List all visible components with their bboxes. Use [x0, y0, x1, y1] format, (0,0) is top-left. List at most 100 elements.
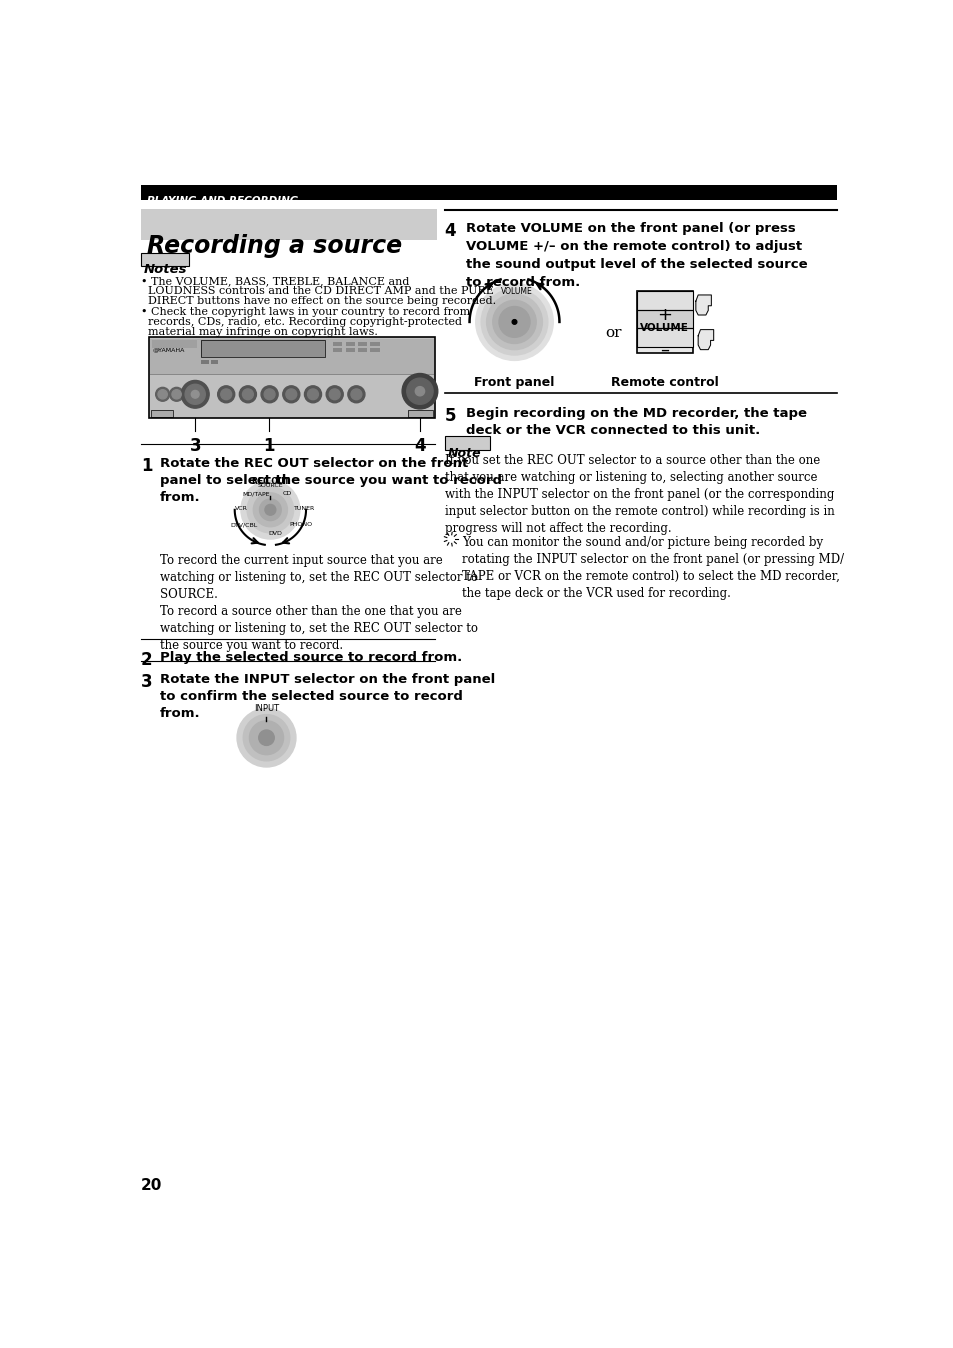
- Circle shape: [264, 390, 274, 400]
- Circle shape: [217, 386, 234, 403]
- Bar: [637, 328, 692, 346]
- Text: DIRECT buttons have no effect on the source being recorded.: DIRECT buttons have no effect on the sou…: [141, 295, 496, 306]
- Bar: [333, 342, 342, 346]
- Text: material may infringe on copyright laws.: material may infringe on copyright laws.: [141, 326, 377, 337]
- Bar: [357, 342, 367, 346]
- Text: Notes: Notes: [144, 263, 188, 276]
- Circle shape: [512, 319, 517, 325]
- Text: DTV/CBL: DTV/CBL: [230, 522, 257, 527]
- Circle shape: [259, 499, 281, 520]
- Circle shape: [170, 387, 183, 402]
- Bar: [150, 373, 434, 375]
- Text: CD: CD: [282, 491, 292, 496]
- Circle shape: [304, 386, 321, 403]
- Text: +: +: [657, 306, 672, 324]
- Text: • The VOLUME, BASS, TREBLE, BALANCE and: • The VOLUME, BASS, TREBLE, BALANCE and: [141, 276, 409, 286]
- Text: PLAYING AND RECORDING: PLAYING AND RECORDING: [147, 195, 298, 206]
- Text: LOUDNESS controls and the CD DIRECT AMP and the PURE: LOUDNESS controls and the CD DIRECT AMP …: [141, 286, 494, 295]
- Circle shape: [406, 379, 433, 404]
- Circle shape: [155, 387, 170, 402]
- Text: Recording a source: Recording a source: [147, 235, 402, 257]
- Text: VCR: VCR: [234, 506, 248, 511]
- Bar: [637, 328, 692, 346]
- Bar: [345, 342, 355, 346]
- Circle shape: [326, 386, 343, 403]
- Circle shape: [348, 386, 365, 403]
- Circle shape: [220, 390, 232, 400]
- Bar: [637, 291, 692, 353]
- Circle shape: [247, 487, 294, 532]
- Circle shape: [253, 493, 287, 527]
- Circle shape: [282, 386, 299, 403]
- Circle shape: [265, 504, 275, 515]
- Circle shape: [498, 306, 530, 337]
- Bar: [444, 435, 489, 450]
- Circle shape: [261, 386, 278, 403]
- Circle shape: [307, 390, 318, 400]
- Circle shape: [480, 288, 547, 355]
- Bar: [149, 337, 435, 418]
- Bar: [152, 341, 196, 348]
- Text: INPUT: INPUT: [253, 704, 279, 713]
- Text: Rotate the REC OUT selector on the front
panel to select the source you want to : Rotate the REC OUT selector on the front…: [159, 457, 501, 504]
- Circle shape: [158, 390, 167, 399]
- Circle shape: [172, 390, 181, 399]
- Bar: [141, 209, 436, 240]
- Circle shape: [236, 709, 295, 767]
- Text: 1: 1: [263, 437, 274, 454]
- Circle shape: [249, 721, 283, 755]
- Circle shape: [286, 390, 296, 400]
- Text: records, CDs, radio, etc. Recording copyright-protected: records, CDs, radio, etc. Recording copy…: [141, 317, 461, 326]
- Bar: [151, 411, 172, 418]
- Circle shape: [241, 480, 299, 539]
- Bar: [408, 411, 433, 418]
- Text: To record the current input source that you are
watching or listening to, set th: To record the current input source that …: [159, 554, 477, 652]
- Bar: [141, 185, 836, 201]
- Circle shape: [476, 283, 553, 360]
- Text: 4: 4: [414, 437, 425, 454]
- Bar: [637, 291, 692, 310]
- Text: Begin recording on the MD recorder, the tape
deck or the VCR connected to this u: Begin recording on the MD recorder, the …: [466, 407, 806, 437]
- Circle shape: [243, 714, 290, 760]
- Text: Rotate the INPUT selector on the front panel
to confirm the selected source to r: Rotate the INPUT selector on the front p…: [159, 673, 495, 720]
- Text: 4: 4: [444, 222, 456, 240]
- Text: VOLUME: VOLUME: [639, 322, 689, 333]
- Bar: [637, 291, 692, 353]
- Text: –: –: [659, 341, 669, 359]
- Text: Front panel: Front panel: [474, 376, 554, 388]
- Text: 5: 5: [444, 407, 456, 425]
- Bar: [201, 341, 325, 357]
- Bar: [408, 411, 433, 418]
- Bar: [149, 337, 435, 418]
- Bar: [201, 360, 209, 364]
- Bar: [370, 348, 379, 352]
- Bar: [637, 310, 692, 328]
- Text: or: or: [605, 326, 621, 340]
- Text: • Check the copyright laws in your country to record from: • Check the copyright laws in your count…: [141, 306, 470, 317]
- Bar: [444, 435, 489, 450]
- Text: Remote control: Remote control: [610, 376, 718, 388]
- Text: 2: 2: [141, 651, 152, 670]
- Bar: [141, 252, 189, 267]
- Text: DVD: DVD: [269, 531, 282, 537]
- Circle shape: [351, 390, 361, 400]
- Bar: [141, 252, 189, 267]
- Polygon shape: [695, 295, 711, 315]
- Text: Play the selected source to record from.: Play the selected source to record from.: [159, 651, 461, 665]
- Circle shape: [329, 390, 340, 400]
- Circle shape: [185, 384, 205, 404]
- Bar: [201, 341, 325, 357]
- Circle shape: [181, 380, 209, 408]
- Circle shape: [493, 301, 536, 344]
- Bar: [637, 291, 692, 310]
- Text: PHONO: PHONO: [289, 522, 312, 527]
- Text: 1: 1: [141, 457, 152, 476]
- Circle shape: [258, 731, 274, 745]
- Text: TUNER: TUNER: [294, 506, 314, 511]
- Text: REC OUT: REC OUT: [252, 477, 289, 487]
- Circle shape: [242, 390, 253, 400]
- Text: 3: 3: [190, 437, 201, 454]
- Text: If you set the REC OUT selector to a source other than the one
that you are watc: If you set the REC OUT selector to a sou…: [444, 454, 834, 535]
- Polygon shape: [698, 330, 713, 349]
- Circle shape: [486, 294, 542, 349]
